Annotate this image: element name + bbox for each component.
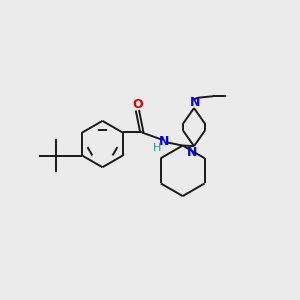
Text: N: N xyxy=(187,146,198,159)
Text: O: O xyxy=(132,98,143,111)
Text: H: H xyxy=(153,143,161,153)
Text: N: N xyxy=(159,135,169,148)
Text: N: N xyxy=(190,96,201,109)
